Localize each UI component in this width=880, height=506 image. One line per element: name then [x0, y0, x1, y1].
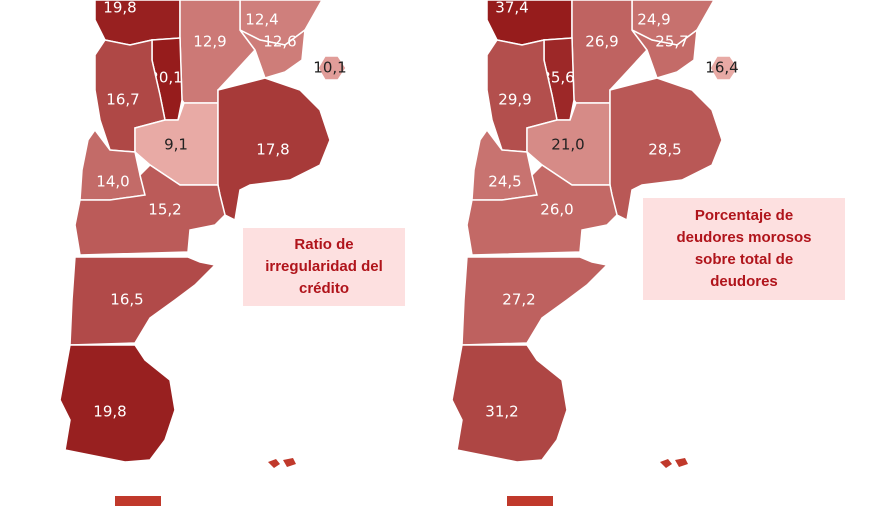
region [239, 28, 306, 79]
islands [268, 458, 296, 468]
map: 19,812,412,9 12,610,120,116,79,1 17,814,01… [59, 0, 347, 506]
region-label: 10,1 [313, 59, 346, 77]
legend-text: irregularidad del [265, 258, 383, 275]
region-label: 19,8 [93, 403, 126, 421]
region [466, 164, 618, 256]
legend-text: deudores [710, 273, 778, 290]
region-label: 16,4 [705, 59, 738, 77]
region-label: 16,5 [110, 291, 143, 309]
region-label: 27,2 [502, 291, 535, 309]
region-label: 14,0 [96, 173, 129, 191]
region-label: 12,6 [263, 33, 296, 51]
region-label: 12,4 [245, 11, 278, 29]
region-label: 17,8 [256, 141, 289, 159]
region-label: 24,5 [488, 173, 521, 191]
region-label: 26,9 [585, 33, 618, 51]
legend-text: crédito [299, 280, 349, 297]
region-label: 28,5 [648, 141, 681, 159]
region [74, 164, 226, 256]
region-label: 12,9 [193, 33, 226, 51]
region-label: 24,9 [637, 11, 670, 29]
map: 37,424,926,9 25,716,435,629,921,0 28,524,5… [451, 0, 739, 506]
region [461, 256, 609, 346]
marker [507, 496, 553, 506]
region-label: 21,0 [551, 136, 584, 154]
marker [115, 496, 161, 506]
legend-text: Porcentaje de [695, 207, 793, 224]
legend-text: sobre total de [695, 251, 793, 268]
legend-text: deudores morosos [676, 229, 811, 246]
region-label: 29,9 [498, 91, 531, 109]
region [69, 256, 217, 346]
region-label: 9,1 [164, 136, 188, 154]
legend-box [243, 228, 405, 306]
legend-text: Ratio de [294, 236, 353, 253]
region [451, 344, 568, 463]
region-label: 25,7 [655, 33, 688, 51]
region-label: 26,0 [540, 201, 573, 219]
region [709, 55, 739, 81]
region [317, 55, 347, 81]
islands [660, 458, 688, 468]
region [631, 28, 698, 79]
region-label: 19,8 [103, 0, 136, 17]
region-label: 37,4 [495, 0, 528, 17]
region-label: 31,2 [485, 403, 518, 421]
legend-box [643, 198, 845, 300]
region [59, 344, 176, 463]
region-label: 16,7 [106, 91, 139, 109]
region-label: 15,2 [148, 201, 181, 219]
